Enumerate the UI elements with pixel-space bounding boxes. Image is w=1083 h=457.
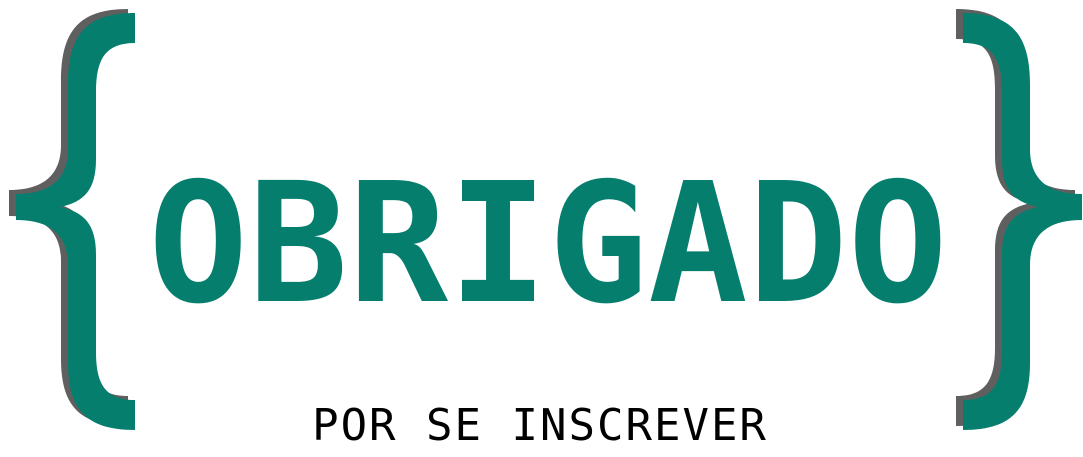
thank-you-title: OBRIGADO [148,148,948,341]
subscription-subtitle: POR SE INSCREVER [312,400,768,451]
left-curly-brace-icon [9,9,135,430]
right-brace [963,13,1082,430]
right-curly-brace-icon [956,9,1082,430]
left-brace [16,13,135,430]
